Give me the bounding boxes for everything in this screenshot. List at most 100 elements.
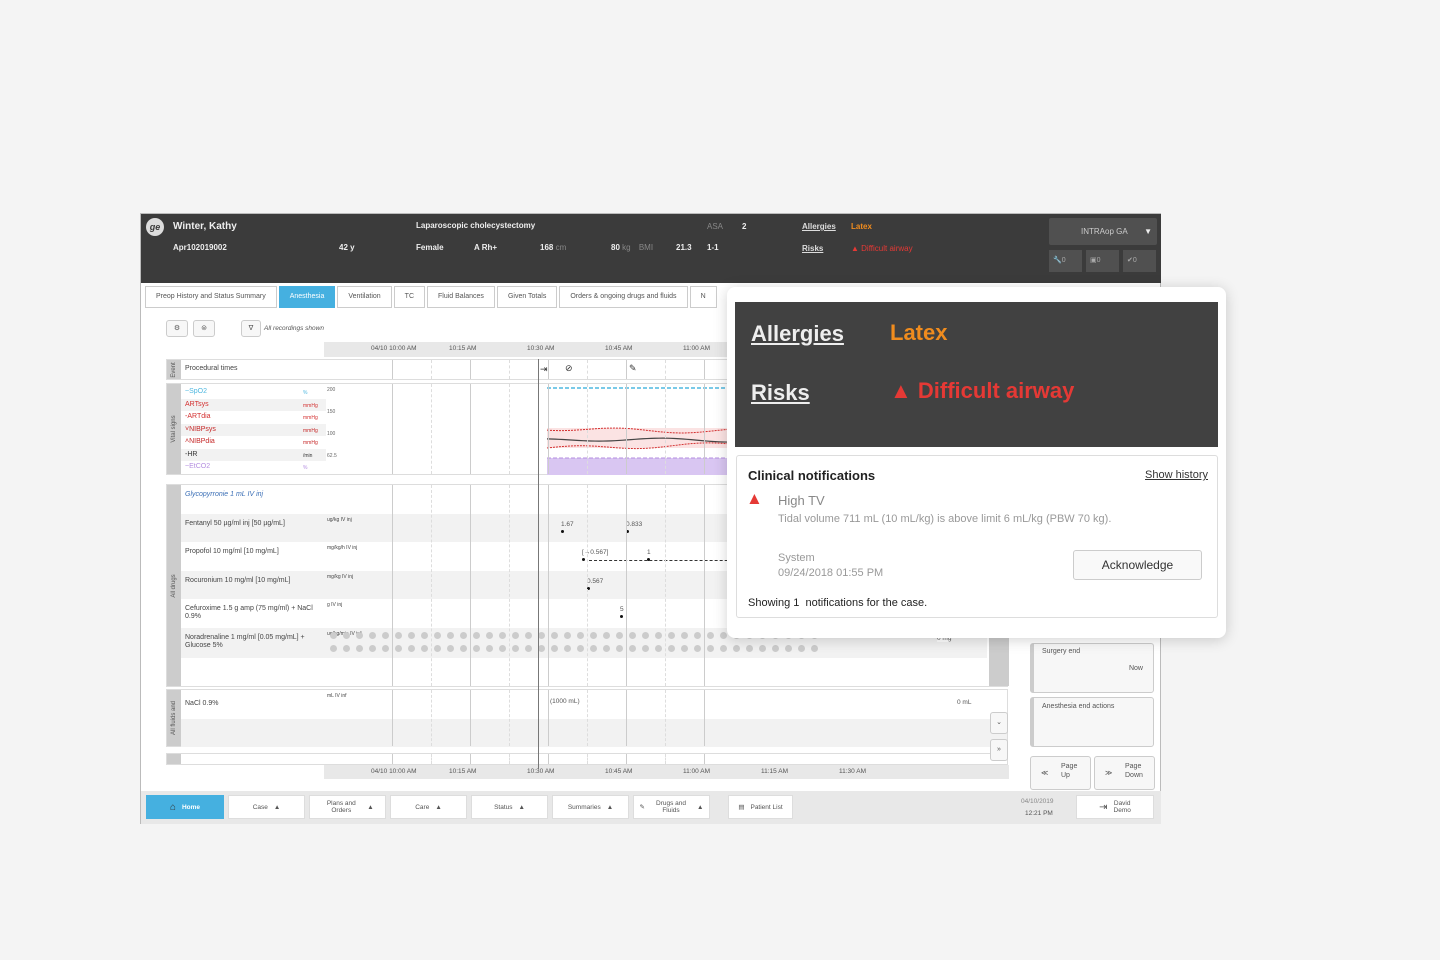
- time-tick: 10:15 AM: [449, 768, 477, 775]
- caret-up-icon: ▲: [435, 803, 442, 811]
- pencil-icon[interactable]: ✎: [629, 363, 637, 373]
- drug-name[interactable]: Rocuronium 10 mg/ml [10 mg/mL]: [185, 577, 291, 584]
- dose-marker[interactable]: [587, 587, 590, 590]
- tab-orders[interactable]: Orders & ongoing drugs and fluids: [559, 286, 688, 308]
- filter-button[interactable]: ∇: [241, 320, 261, 337]
- grid-line: [470, 754, 471, 764]
- settings-button[interactable]: ⚙: [166, 320, 188, 337]
- tab-tc[interactable]: TC: [393, 286, 426, 308]
- popup-risks-link[interactable]: Risks: [751, 380, 810, 405]
- phase-dropdown[interactable]: INTRAop GA ▼: [1049, 218, 1157, 245]
- wrench-counter-button[interactable]: 🔧0: [1049, 250, 1082, 272]
- page-up-button[interactable]: ≪ Page Up: [1030, 756, 1091, 790]
- print-button[interactable]: ⊜: [193, 320, 215, 337]
- drug-name[interactable]: Noradrenaline 1 mg/ml [0.05 mg/mL] + Glu…: [185, 634, 305, 649]
- tab-anesthesia[interactable]: Anesthesia: [278, 286, 336, 308]
- drug-dose-value[interactable]: 0.567: [587, 578, 604, 585]
- infusion-dot: [421, 632, 428, 639]
- nav-summaries-button[interactable]: Summaries ▲: [552, 795, 629, 819]
- start-marker-icon[interactable]: ⇥: [540, 364, 548, 374]
- time-tick: 11:15 AM: [761, 768, 788, 775]
- blood-type: A Rh+: [474, 243, 498, 252]
- grid-line: [587, 754, 588, 764]
- risks-link[interactable]: Risks: [802, 244, 824, 253]
- tab-preop[interactable]: Preop History and Status Summary: [145, 286, 277, 308]
- vital-label[interactable]: ~EtCO2: [185, 463, 211, 470]
- time-tick: 10:30 AM: [527, 768, 555, 775]
- vital-label[interactable]: ˅NIBPsys: [185, 425, 216, 433]
- time-tick: 10:45 AM: [605, 768, 633, 775]
- nav-plans-and-orders-button[interactable]: Plans and Orders ▲: [309, 795, 386, 819]
- dose-marker[interactable]: [582, 558, 585, 561]
- vital-label[interactable]: ~SpO2: [185, 388, 207, 395]
- nav-status-button[interactable]: Status ▲: [471, 795, 548, 819]
- nav-care-button[interactable]: Care ▲: [390, 795, 467, 819]
- anesthesia-end-actions-button[interactable]: Anesthesia end actions: [1030, 697, 1154, 747]
- vital-label[interactable]: -ARTdia: [185, 413, 211, 420]
- nav-label: Summaries: [567, 803, 601, 811]
- show-history-link[interactable]: Show history: [1145, 469, 1208, 481]
- comment-icon[interactable]: ⊘: [565, 363, 573, 373]
- nav-patient-list-button[interactable]: ▤ Patient List: [728, 795, 793, 819]
- tab-fluid-balances[interactable]: Fluid Balances: [427, 286, 495, 308]
- tab-more[interactable]: N: [689, 286, 717, 308]
- infusion-dot: [551, 632, 558, 639]
- nav-case-button[interactable]: Case ▲: [228, 795, 305, 819]
- tab-given-totals[interactable]: Given Totals: [496, 286, 558, 308]
- drug-name[interactable]: Fentanyl 50 µg/ml inj [50 µg/mL]: [185, 520, 285, 527]
- vital-label[interactable]: -HR: [185, 450, 198, 458]
- grid-line: [587, 485, 588, 686]
- acknowledge-button[interactable]: Acknowledge: [1073, 550, 1202, 580]
- dose-marker[interactable]: [647, 558, 650, 561]
- collapsed-section: [166, 753, 1008, 765]
- drug-unit: g IV inj: [327, 602, 343, 608]
- vital-name: SpO2: [189, 388, 207, 395]
- drug-name[interactable]: Cefuroxime 1.5 g amp (75 mg/ml) + NaCl 0…: [185, 605, 313, 620]
- vital-label[interactable]: ˄NIBPdia: [185, 438, 215, 445]
- popup-allergies-link[interactable]: Allergies: [751, 321, 844, 346]
- tab-ventilation[interactable]: Ventilation: [337, 286, 392, 308]
- home-label: Home: [181, 803, 201, 811]
- drug-dose-value[interactable]: 0.833: [626, 521, 643, 528]
- scroll-down-button[interactable]: ⌄: [990, 712, 1008, 734]
- dose-marker[interactable]: [620, 615, 623, 618]
- time: 12:21 PM: [1025, 810, 1053, 817]
- grid-line: [509, 754, 510, 764]
- current-time-line: [538, 359, 539, 769]
- procedure: Laparoscopic cholecystectomy: [416, 221, 536, 230]
- grid-line: [392, 360, 393, 379]
- check-counter-button[interactable]: ✔0: [1123, 250, 1156, 272]
- user-logout-button[interactable]: ⇥ David Demo: [1076, 795, 1154, 819]
- check-icon: ✔: [1127, 257, 1133, 264]
- asa: 2: [742, 222, 747, 231]
- drug-dose-value[interactable]: [→0.567]: [582, 549, 609, 556]
- page-down-button[interactable]: ≫ Page Down: [1094, 756, 1155, 790]
- dose-marker[interactable]: [561, 530, 564, 533]
- kit-counter-button[interactable]: ▣0: [1086, 250, 1119, 272]
- drug-dose-value[interactable]: 1: [647, 549, 651, 556]
- infusion-dot: [330, 645, 337, 652]
- gear-icon: ⚙: [173, 325, 181, 332]
- grid-line: [431, 384, 432, 474]
- infusion-dot: [486, 645, 493, 652]
- risks-value: Difficult airway: [861, 244, 913, 253]
- caret-up-icon: ▲: [518, 803, 525, 811]
- drug-dose-value[interactable]: 0 mg: [937, 635, 952, 642]
- allergies-link[interactable]: Allergies: [802, 222, 836, 231]
- allergies-value: Latex: [851, 222, 872, 231]
- vital-label[interactable]: ARTsys: [185, 401, 209, 408]
- surgery-end-button[interactable]: Surgery end Now: [1030, 643, 1154, 693]
- infusion-dot: [694, 645, 701, 652]
- grid-line: [587, 690, 588, 746]
- time-tick: 04/10 10:00 AM: [371, 768, 417, 775]
- nav-drugs-and-fluids-button[interactable]: ✎ Drugs and Fluids ▲: [633, 795, 710, 819]
- dose-marker[interactable]: [626, 530, 629, 533]
- scrollbar-thumb[interactable]: [989, 630, 1009, 686]
- drug-name[interactable]: Glycopyrronie 1 mL IV inj: [185, 491, 264, 498]
- drug-dose-value[interactable]: 1.67: [561, 521, 574, 528]
- infusion-dot: [538, 632, 545, 639]
- scroll-end-button[interactable]: »: [990, 739, 1008, 761]
- drug-dose-value[interactable]: 5: [620, 606, 624, 613]
- home-button[interactable]: ⌂ Home: [146, 795, 224, 819]
- drug-name[interactable]: Propofol 10 mg/ml [10 mg/mL]: [185, 548, 279, 555]
